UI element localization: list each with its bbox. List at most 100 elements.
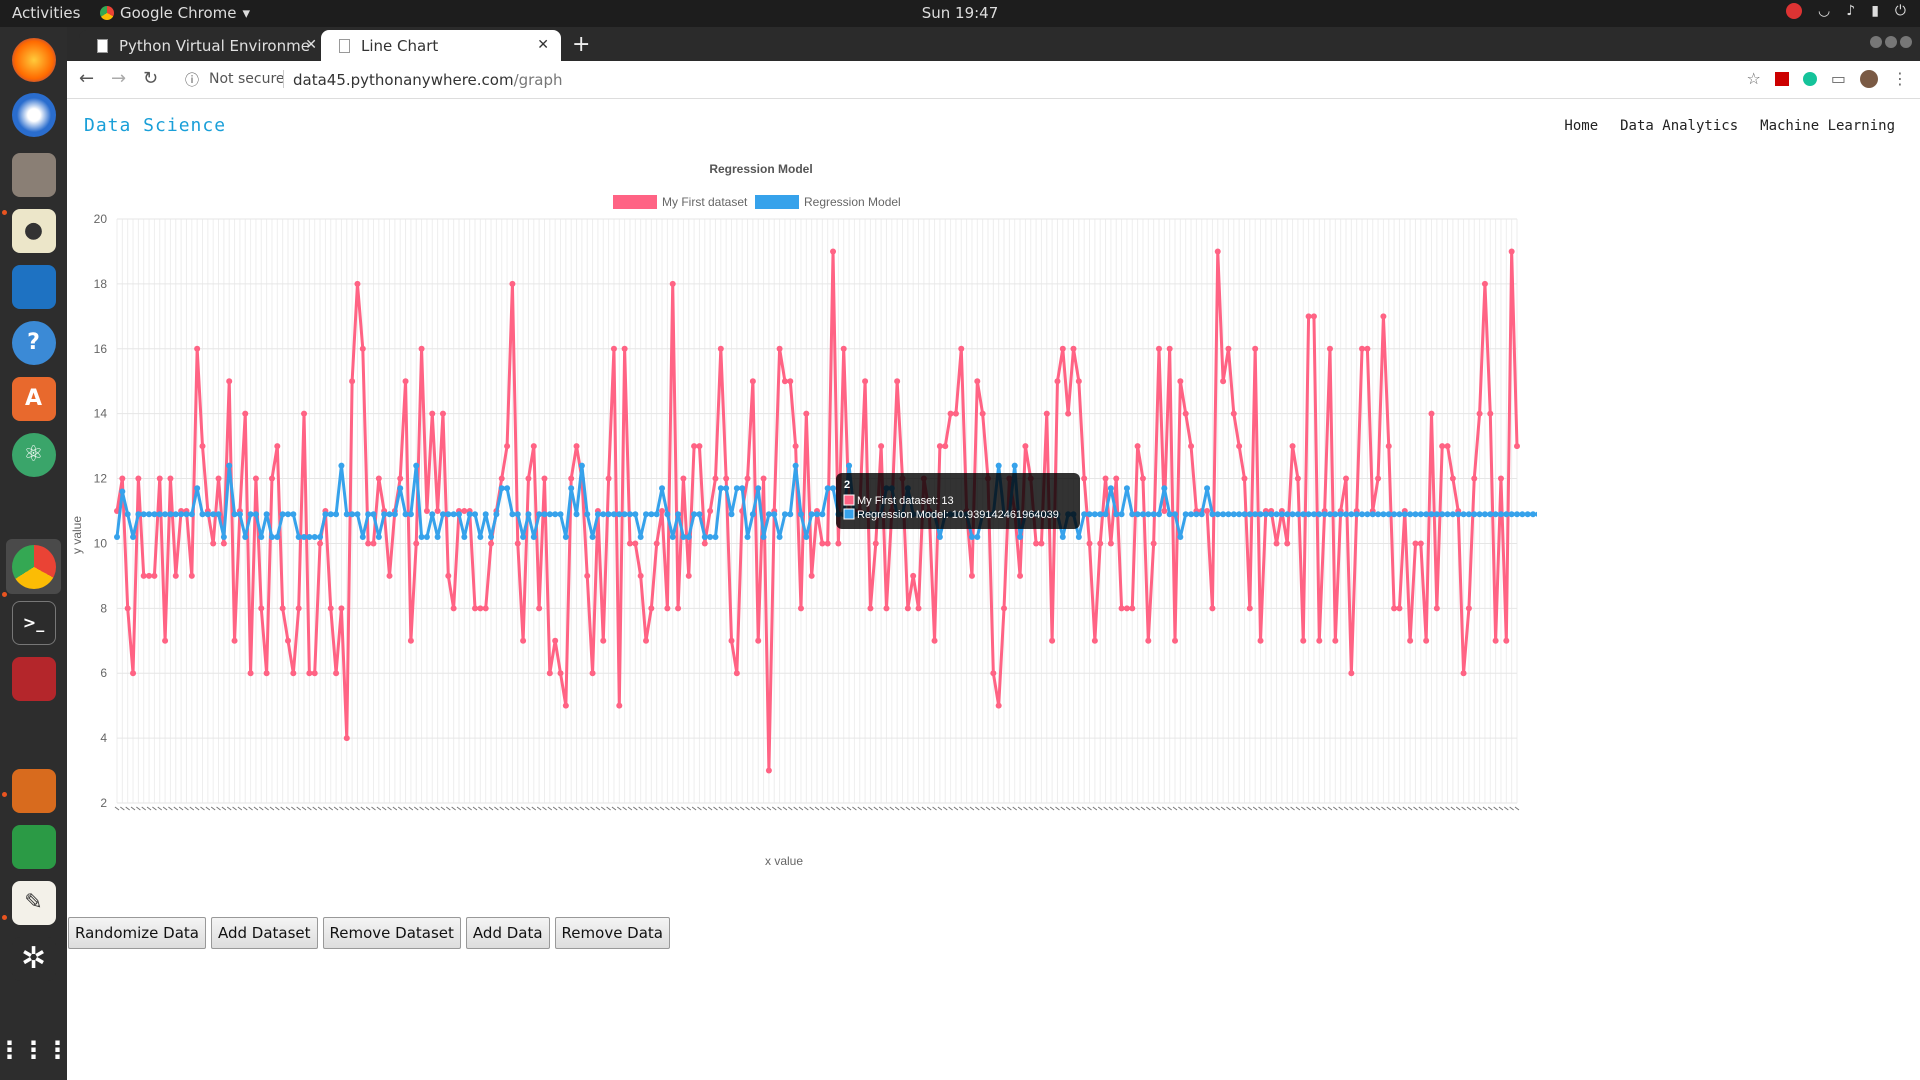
dock-rhythmbox[interactable]: ● [6, 203, 61, 258]
series-1-point[interactable] [130, 670, 137, 677]
series-2-point[interactable] [1273, 511, 1280, 518]
series-1-point[interactable] [830, 248, 837, 255]
series-1-point[interactable] [188, 572, 195, 579]
series-2-point[interactable] [236, 511, 243, 518]
series-2-point[interactable] [1097, 511, 1104, 518]
series-1-point[interactable] [530, 443, 537, 450]
series-1-point[interactable] [306, 670, 313, 677]
series-1-point[interactable] [626, 540, 633, 547]
series-2-point[interactable] [370, 511, 377, 518]
series-1-point[interactable] [365, 540, 372, 547]
series-1-point[interactable] [1300, 637, 1307, 644]
series-1-point[interactable] [226, 378, 233, 385]
series-2-point[interactable] [1091, 511, 1098, 518]
series-2-point[interactable] [204, 511, 211, 518]
series-1-point[interactable] [1054, 378, 1061, 385]
series-1-point[interactable] [1065, 410, 1072, 417]
app-menu[interactable]: Google Chrome ▾ [100, 4, 250, 22]
series-1-point[interactable] [1075, 378, 1082, 385]
add-dataset-button[interactable]: Add Dataset [210, 917, 318, 949]
series-1-point[interactable] [1332, 637, 1339, 644]
series-1-point[interactable] [151, 572, 158, 579]
series-1-point[interactable] [749, 378, 756, 385]
dock-thunderbird[interactable] [6, 87, 61, 142]
series-2-point[interactable] [290, 511, 297, 518]
series-2-point[interactable] [1177, 533, 1184, 540]
series-2-point[interactable] [215, 511, 222, 518]
battery-icon[interactable]: ▮ [1871, 3, 1879, 19]
series-1-point[interactable] [1134, 443, 1141, 450]
series-1-point[interactable] [402, 378, 409, 385]
series-2-point[interactable] [669, 533, 676, 540]
series-1-point[interactable] [1161, 508, 1168, 514]
series-2-point[interactable] [1401, 511, 1408, 518]
series-1-point[interactable] [1423, 637, 1430, 644]
series-1-point[interactable] [488, 540, 495, 547]
series-1-point[interactable] [210, 540, 217, 547]
series-2-point[interactable] [1086, 511, 1093, 518]
extension-icon[interactable] [1774, 71, 1789, 86]
show-applications-button[interactable]: ⋮⋮⋮ [0, 1022, 70, 1077]
series-1-point[interactable] [162, 637, 169, 644]
series-2-point[interactable] [493, 511, 500, 518]
series-2-point[interactable] [765, 511, 772, 518]
series-1-point[interactable] [1155, 345, 1162, 352]
series-1-point[interactable] [199, 443, 206, 450]
series-2-point[interactable] [252, 511, 259, 518]
series-2-point[interactable] [461, 533, 468, 540]
series-2-point[interactable] [114, 533, 120, 540]
series-2-point[interactable] [814, 511, 820, 518]
dock-calc[interactable] [6, 819, 61, 874]
series-2-point[interactable] [1107, 485, 1114, 492]
series-1-point[interactable] [974, 378, 981, 385]
legend-label-series-2[interactable]: Regression Model [804, 195, 901, 209]
series-1-point[interactable] [616, 702, 623, 709]
series-1-point[interactable] [792, 443, 799, 450]
series-1-point[interactable] [1230, 410, 1237, 417]
series-2-point[interactable] [220, 533, 227, 540]
series-2-point[interactable] [792, 462, 799, 469]
series-2-point[interactable] [589, 533, 596, 540]
series-1-point[interactable] [1177, 378, 1184, 385]
series-1-point[interactable] [1150, 540, 1157, 547]
series-1-point[interactable] [231, 637, 238, 644]
series-2-point[interactable] [776, 533, 783, 540]
nav-home[interactable]: Home [1564, 118, 1599, 134]
series-1-point[interactable] [333, 670, 340, 677]
series-2-point[interactable] [413, 462, 420, 469]
series-1-point[interactable] [124, 605, 131, 612]
cast-icon[interactable]: ▭ [1830, 69, 1846, 88]
series-2-point[interactable] [637, 533, 644, 540]
series-1-point[interactable] [1182, 410, 1189, 417]
series-1-point[interactable] [477, 605, 484, 612]
series-1-point[interactable] [883, 605, 890, 612]
series-2-point[interactable] [1497, 511, 1504, 518]
dock-impress[interactable] [6, 763, 61, 818]
series-1-point[interactable] [1214, 248, 1221, 255]
series-1-point[interactable] [445, 572, 452, 579]
series-2-point[interactable] [664, 511, 671, 518]
series-1-point[interactable] [1343, 475, 1350, 482]
series-1-point[interactable] [156, 475, 163, 482]
series-1-point[interactable] [1348, 670, 1355, 677]
series-1-point[interactable] [1033, 540, 1040, 547]
series-2-point[interactable] [1407, 511, 1414, 518]
brand-logo[interactable]: Data Science [84, 115, 227, 136]
series-1-point[interactable] [1326, 345, 1333, 352]
series-1-point[interactable] [418, 345, 425, 352]
series-2-point[interactable] [1246, 511, 1253, 518]
series-2-point[interactable] [477, 533, 484, 540]
series-1-point[interactable] [1172, 637, 1179, 644]
series-1-point[interactable] [274, 443, 281, 450]
series-2-point[interactable] [1428, 511, 1435, 518]
series-2-point[interactable] [1391, 511, 1398, 518]
series-2-point[interactable] [130, 533, 137, 540]
series-2-point[interactable] [781, 511, 788, 518]
series-1-point[interactable] [931, 637, 938, 644]
series-1-point[interactable] [1289, 443, 1296, 450]
series-2-point[interactable] [322, 511, 329, 518]
series-1-point[interactable] [952, 410, 959, 417]
series-2-point[interactable] [226, 462, 233, 469]
series-2-point[interactable] [210, 511, 217, 518]
series-2-point[interactable] [1455, 511, 1462, 518]
